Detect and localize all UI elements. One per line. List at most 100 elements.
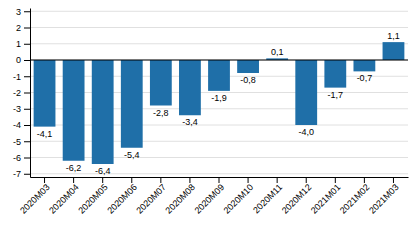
bar <box>237 60 259 73</box>
x-tick-label: 2020M05 <box>76 182 110 216</box>
y-tick: -4 <box>13 120 30 130</box>
data-labels: -4,1 -6,2 -6,4 -5,4 -2,8 -3,4 -1,9 -0,8 0,1 -4,0 -… <box>37 31 400 176</box>
y-tick-mark <box>24 11 30 12</box>
y-tick-mark <box>24 158 30 159</box>
grid-line <box>30 108 408 109</box>
x-tick-label: 2020M11 <box>251 182 284 215</box>
y-tick-mark <box>24 174 30 175</box>
x-tick: 2020M03 <box>18 177 52 216</box>
x-tick: 2020M07 <box>134 177 168 216</box>
grid-line <box>30 60 408 61</box>
x-tick: 2020M12 <box>280 177 314 216</box>
x-tick: 2020M05 <box>76 177 110 216</box>
x-tick-label: 2020M09 <box>193 182 227 216</box>
y-tick-mark <box>24 141 30 142</box>
y-axis-line <box>30 9 31 178</box>
y-tick-label: -4 <box>13 120 21 130</box>
grid-line <box>30 125 408 126</box>
chart-container: -7-6-5-4-3-2-101232020M032020M042020M052… <box>0 0 416 227</box>
x-tick-label: 2020M06 <box>105 182 139 216</box>
plot: -7-6-5-4-3-2-101232020M032020M042020M052… <box>13 7 409 216</box>
x-tick: 2020M09 <box>193 177 227 216</box>
bar <box>324 60 346 88</box>
data-label: -2,8 <box>153 108 169 118</box>
x-tick: 2020M08 <box>163 177 197 216</box>
y-tick-mark <box>24 93 30 94</box>
x-tick-label: 2020M08 <box>163 182 197 216</box>
x-tick: 2020M06 <box>105 177 139 216</box>
y-tick-label: 1 <box>16 39 21 49</box>
x-tick-label: 2020M10 <box>222 182 256 216</box>
y-tick: -5 <box>13 137 30 147</box>
data-label: -0,7 <box>357 73 373 83</box>
y-axis: -7 -6 -5 -4 -3 -2 -1 0 1 2 3 <box>13 7 31 180</box>
y-tick-label: -6 <box>13 153 21 163</box>
x-tick: 2021M02 <box>338 177 372 216</box>
data-label: -6,2 <box>66 163 82 173</box>
x-tick: 2020M04 <box>47 177 81 216</box>
y-tick-label: -7 <box>13 169 21 179</box>
y-tick-mark <box>24 109 30 110</box>
y-tick: 3 <box>16 7 30 17</box>
y-tick: 2 <box>16 23 30 33</box>
bar <box>353 60 375 71</box>
grid-line <box>30 11 408 12</box>
data-label: -0,8 <box>240 75 256 85</box>
bar <box>150 60 172 106</box>
x-tick-label: 2021M01 <box>309 182 343 216</box>
data-label: 1,1 <box>387 31 400 41</box>
x-tick-label: 2021M03 <box>367 182 401 216</box>
bar <box>179 60 201 115</box>
bar <box>208 60 230 91</box>
x-tick-label: 2021M02 <box>338 182 372 216</box>
grid-line <box>30 173 408 174</box>
bar <box>92 60 114 164</box>
bar <box>121 60 143 148</box>
data-label: -1,9 <box>211 93 227 103</box>
y-tick: -1 <box>13 72 30 82</box>
x-tick: 2021M01 <box>309 177 343 216</box>
y-tick-label: -3 <box>13 104 21 114</box>
grid <box>30 11 408 174</box>
grid-line <box>30 157 408 158</box>
y-tick: -2 <box>13 88 30 98</box>
y-tick-mark <box>24 28 30 29</box>
data-label: -3,4 <box>182 117 198 127</box>
bar <box>63 60 85 161</box>
x-tick: 2021M03 <box>367 177 401 216</box>
y-tick: -6 <box>13 153 30 163</box>
data-label: -1,7 <box>328 90 344 100</box>
y-tick: 1 <box>16 39 30 49</box>
data-label: -5,4 <box>124 150 140 160</box>
bar <box>383 42 405 60</box>
chart-svg: -7-6-5-4-3-2-101232020M032020M042020M052… <box>0 0 416 227</box>
y-tick-mark <box>24 44 30 45</box>
zero-line <box>30 60 408 61</box>
x-tick-label: 2020M07 <box>134 182 168 216</box>
y-tick-label: -1 <box>13 72 21 82</box>
data-label: -6,4 <box>95 166 111 176</box>
y-tick-label: 2 <box>16 23 21 33</box>
bar <box>34 60 56 127</box>
x-tick-label: 2020M03 <box>18 182 52 216</box>
data-label: 0,1 <box>271 47 284 57</box>
y-tick-label: 0 <box>16 55 21 65</box>
bar <box>295 60 317 125</box>
x-tick-label: 2020M04 <box>47 182 81 216</box>
y-tick-mark <box>24 76 30 77</box>
y-tick-label: -2 <box>13 88 21 98</box>
y-tick: -7 <box>13 169 30 179</box>
x-tick-label: 2020M12 <box>280 182 314 216</box>
data-label: -4,1 <box>37 129 53 139</box>
y-tick-mark <box>24 125 30 126</box>
y-tick: -3 <box>13 104 30 114</box>
y-tick-mark <box>24 60 30 61</box>
data-label: -4,0 <box>298 127 314 137</box>
x-axis: 2020M032020M042020M052020M062020M072020M… <box>18 177 408 216</box>
y-tick-label: 3 <box>16 7 21 17</box>
grid-line <box>30 27 408 28</box>
y-tick-label: -5 <box>13 137 21 147</box>
grid-line <box>30 43 408 44</box>
x-tick: 2020M10 <box>222 177 256 216</box>
y-tick: 0 <box>16 55 30 65</box>
